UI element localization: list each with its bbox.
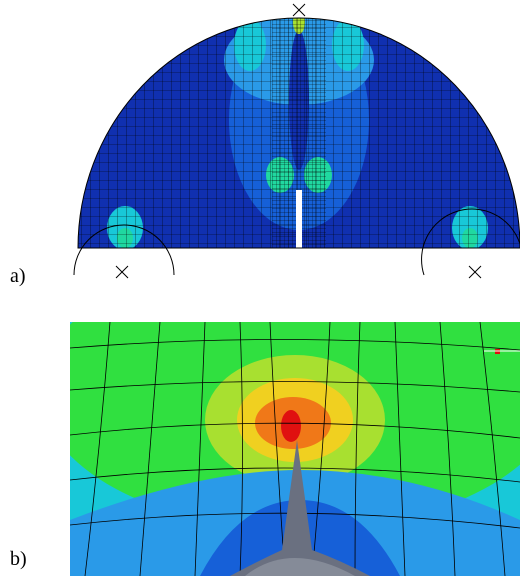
support-roller-right xyxy=(421,208,520,276)
semicircular-specimen xyxy=(78,18,520,248)
panel-a xyxy=(73,3,520,279)
panel-b xyxy=(70,322,520,576)
notch-tip-zoom xyxy=(70,322,520,576)
support-roller-left xyxy=(73,224,175,276)
panel-label-a: a) xyxy=(10,265,26,287)
notch-wedge xyxy=(230,440,370,576)
notch-slot xyxy=(296,190,302,248)
specimen-outline xyxy=(77,17,520,249)
load-point-marker xyxy=(292,3,306,17)
notch-base xyxy=(245,558,355,576)
zoom-mesh xyxy=(70,322,520,576)
support-center-right xyxy=(468,265,482,279)
support-center-left xyxy=(115,265,129,279)
panel-label-b: b) xyxy=(10,548,27,570)
contour-red-peak xyxy=(281,410,301,442)
